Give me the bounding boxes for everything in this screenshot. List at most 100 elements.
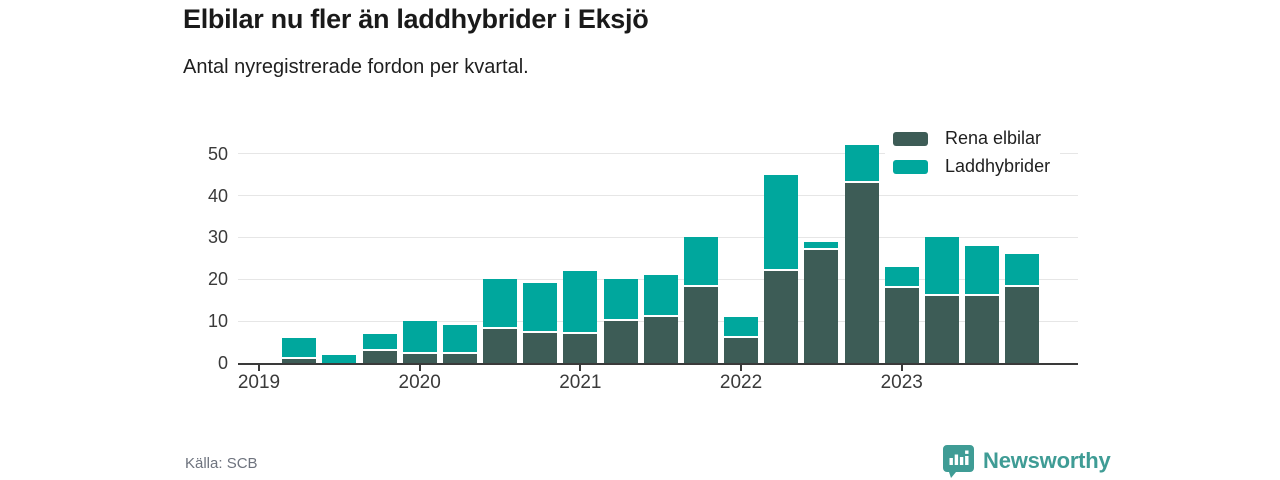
bar-segment-divider <box>965 294 1000 296</box>
bar-2019-q2 <box>282 338 317 363</box>
bar-segment-laddhybrider <box>965 246 1000 294</box>
brand-name: Newsworthy <box>983 448 1111 473</box>
bar-segment-rena-elbilar <box>1005 287 1040 363</box>
x-axis-label: 2023 <box>880 372 923 393</box>
bar-segment-rena-elbilar <box>764 271 799 363</box>
bar-segment-divider <box>563 332 598 334</box>
bar-2021-q2 <box>603 279 638 363</box>
y-axis-label: 30 <box>207 227 228 248</box>
bar-2020-q1 <box>402 321 437 363</box>
bar-segment-divider <box>844 181 879 183</box>
y-axis-label: 50 <box>207 143 228 164</box>
bar-segment-laddhybrider <box>683 237 718 285</box>
bar-segment-rena-elbilar <box>643 317 678 363</box>
bar-segment-rena-elbilar <box>442 354 477 363</box>
legend-label: Laddhybrider <box>945 156 1051 176</box>
bar-segment-laddhybrider <box>924 237 959 294</box>
bar-segment-rena-elbilar <box>965 296 1000 363</box>
bar-segment-divider <box>362 349 397 351</box>
bar-segment-laddhybrider <box>442 325 477 352</box>
bar-2023-q2 <box>924 237 959 363</box>
legend-item-laddhybrider: Laddhybrider <box>893 156 1050 177</box>
y-axis-label: 0 <box>217 353 228 373</box>
bar-segment-rena-elbilar <box>483 329 518 363</box>
bar-2023-q4 <box>1005 254 1040 363</box>
y-axis-label: 40 <box>207 185 228 206</box>
bar-segment-divider <box>764 269 799 271</box>
bar-segment-divider <box>282 357 317 359</box>
brand-footer: Newsworthy <box>942 443 1111 479</box>
bar-segment-laddhybrider <box>603 279 638 319</box>
bar-segment-rena-elbilar <box>724 338 759 363</box>
bar-segment-divider <box>442 352 477 354</box>
bar-segment-laddhybrider <box>764 175 799 269</box>
bar-segment-divider <box>683 285 718 287</box>
bar-segment-divider <box>1005 285 1040 287</box>
bar-segment-rena-elbilar <box>884 288 919 363</box>
gridline <box>238 236 1078 238</box>
bar-segment-divider <box>523 331 558 333</box>
bar-segment-laddhybrider <box>804 242 839 248</box>
bar-segment-laddhybrider <box>844 145 879 181</box>
bar-segment-laddhybrider <box>523 283 558 331</box>
bar-segment-divider <box>804 248 839 250</box>
bar-segment-rena-elbilar <box>844 183 879 363</box>
legend-swatch-laddhybrider <box>893 159 928 174</box>
x-axis-tick <box>418 365 421 371</box>
bar-segment-rena-elbilar <box>924 296 959 363</box>
bar-segment-divider <box>402 352 437 354</box>
chart-title: Elbilar nu fler än laddhybrider i Eksjö <box>183 4 649 34</box>
bar-2020-q4 <box>523 283 558 363</box>
bar-2019-q3 <box>322 355 357 363</box>
bar-2023-q3 <box>965 246 1000 363</box>
x-axis-tick <box>740 365 743 371</box>
bar-segment-laddhybrider <box>563 271 598 332</box>
bar-segment-rena-elbilar <box>563 334 598 363</box>
bar-2021-q4 <box>683 237 718 363</box>
y-axis-label: 10 <box>207 311 228 332</box>
bar-segment-rena-elbilar <box>683 287 718 363</box>
bar-segment-divider <box>603 319 638 321</box>
bar-2022-q1 <box>724 317 759 363</box>
bar-2022-q3 <box>804 242 839 363</box>
newsworthy-logo-icon <box>943 445 974 478</box>
bar-segment-laddhybrider <box>282 338 317 357</box>
bar-segment-rena-elbilar <box>362 351 397 363</box>
legend-swatch-rena-elbilar <box>893 131 928 146</box>
chart-subtitle: Antal nyregistrerade fordon per kvartal. <box>183 56 529 78</box>
bar-2023-q1 <box>884 267 919 363</box>
bar-segment-laddhybrider <box>724 317 759 336</box>
bar-segment-laddhybrider <box>643 275 678 315</box>
bar-2020-q2 <box>442 325 477 363</box>
x-axis-label: 2022 <box>719 372 763 393</box>
bar-segment-rena-elbilar <box>523 333 558 363</box>
bar-segment-laddhybrider <box>483 279 518 327</box>
bar-segment-divider <box>884 286 919 288</box>
y-axis-label: 20 <box>207 269 228 290</box>
legend-item-rena-elbilar: Rena elbilar <box>893 128 1050 149</box>
bar-segment-laddhybrider <box>402 321 437 352</box>
gridline <box>238 153 1078 155</box>
bar-segment-rena-elbilar <box>804 250 839 363</box>
bar-segment-laddhybrider <box>362 334 397 349</box>
source-note: Källa: SCB <box>185 455 258 472</box>
bar-segment-divider <box>924 294 959 296</box>
x-axis-tick <box>579 365 582 371</box>
bar-segment-divider <box>643 315 678 317</box>
bar-2019-q4 <box>362 334 397 363</box>
bar-2021-q1 <box>563 271 598 363</box>
gridline <box>238 195 1078 197</box>
bar-segment-laddhybrider <box>1005 254 1040 285</box>
bar-segment-rena-elbilar <box>402 354 437 363</box>
x-axis-line <box>238 363 1078 365</box>
bar-2020-q3 <box>483 279 518 363</box>
x-axis-tick <box>900 365 903 371</box>
bar-segment-rena-elbilar <box>282 359 317 363</box>
x-axis-tick <box>258 365 260 371</box>
x-axis-label: 2021 <box>559 372 602 393</box>
legend: Rena elbilar Laddhybrider <box>885 124 1061 183</box>
bar-segment-rena-elbilar <box>603 321 638 363</box>
bar-segment-divider <box>483 327 518 329</box>
bar-segment-laddhybrider <box>322 355 357 363</box>
